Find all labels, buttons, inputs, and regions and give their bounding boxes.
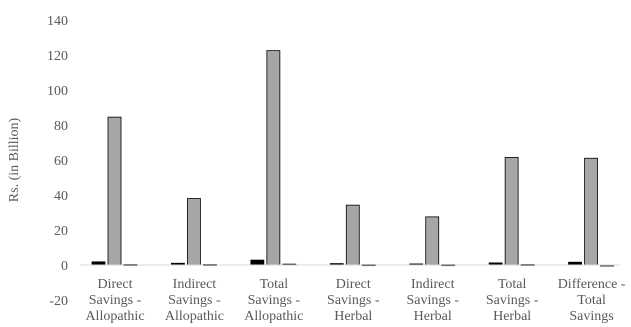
- x-category-label: Indirect: [173, 277, 217, 292]
- x-category-label: Allopathic: [165, 309, 224, 324]
- x-category-label: Direct: [336, 277, 371, 292]
- y-tick-label: 60: [54, 154, 68, 169]
- y-axis-label: Rs. (in Billion): [7, 117, 22, 202]
- x-category-label: Savings -: [168, 293, 221, 308]
- x-category-label: Allopathic: [244, 309, 303, 324]
- x-category-label: Total: [577, 293, 606, 308]
- x-category-label: Savings: [569, 309, 613, 324]
- y-tick-label: 80: [54, 119, 68, 134]
- x-category-label: Savings -: [486, 293, 539, 308]
- y-tick-label: 0: [61, 259, 68, 274]
- x-category-label: Difference -: [558, 277, 626, 292]
- x-category-label: Total: [260, 277, 289, 292]
- y-tick-label: 120: [47, 49, 68, 64]
- x-category-label: Savings -: [327, 293, 380, 308]
- x-category-label: Savings -: [89, 293, 142, 308]
- bar: [266, 50, 281, 266]
- x-category-label: Herbal: [414, 309, 452, 324]
- bar: [425, 216, 440, 266]
- bar: [107, 116, 122, 266]
- bar: [187, 198, 201, 266]
- y-tick-label: 20: [54, 224, 68, 239]
- y-tick-label: 140: [47, 14, 68, 29]
- bars: [91, 50, 614, 267]
- bar: [345, 204, 360, 266]
- bar: [250, 259, 265, 266]
- x-category-label: Savings -: [406, 293, 459, 308]
- y-tick-label: 40: [54, 189, 68, 204]
- x-category-label: Savings -: [248, 293, 301, 308]
- x-category-label: Total: [498, 277, 527, 292]
- y-axis-ticks: -20 0 20 40 60 80 100 120 140: [47, 14, 68, 309]
- x-category-label: Herbal: [334, 309, 372, 324]
- x-category-label: Indirect: [411, 277, 455, 292]
- y-tick-label: -20: [49, 294, 68, 309]
- x-category-label: Allopathic: [85, 309, 144, 324]
- x-category-label: Herbal: [493, 309, 531, 324]
- bar: [504, 156, 519, 266]
- bar: [584, 157, 598, 266]
- x-category-label: Direct: [98, 277, 133, 292]
- y-tick-label: 100: [47, 84, 68, 99]
